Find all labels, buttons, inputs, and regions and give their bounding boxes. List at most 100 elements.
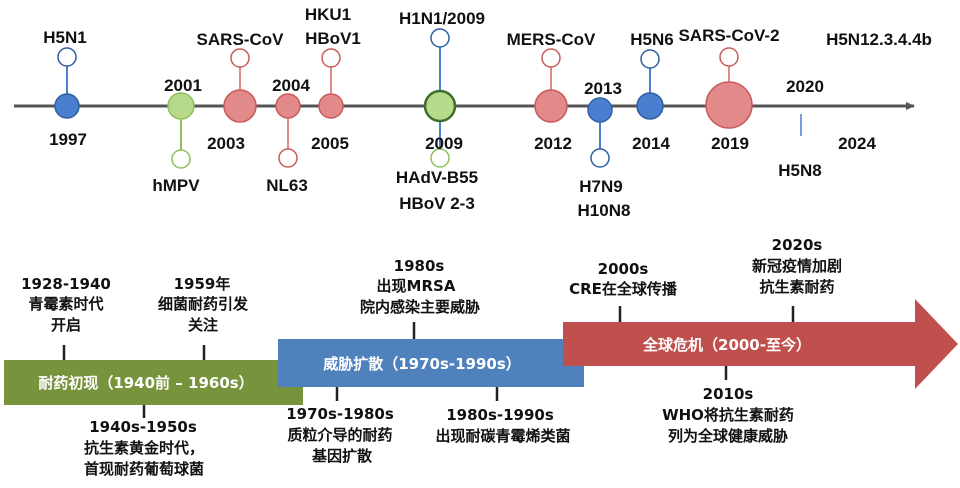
- event-2012: MERS-CoV 2012: [507, 30, 596, 153]
- marker-2001: [167, 92, 195, 120]
- note-1959-line1: 1959年: [174, 275, 231, 293]
- event-2009: H1N1/2009 2009 HAdV-B55 HBoV 2-3: [396, 9, 485, 213]
- note-1970-line1: 1970s-1980s: [286, 405, 394, 423]
- note-1980: 1980s 出现MRSA 院内感染主要威胁: [360, 257, 480, 316]
- note-2010: 2010s WHO将抗生素耐药 列为全球健康威胁: [662, 385, 794, 445]
- year-2019: 2019: [711, 134, 749, 153]
- marker-2014: [636, 92, 664, 120]
- label-hbov1: HBoV1: [305, 29, 361, 48]
- label-hmpv: hMPV: [152, 176, 200, 195]
- note-1990-line2: 出现耐碳青霉烯类菌: [435, 427, 570, 445]
- label-h7n9: H7N9: [579, 177, 622, 196]
- note-1940: 1940s-1950s 抗生素黄金时代， 首现耐药葡萄球菌: [84, 418, 204, 478]
- note-2010-line3: 列为全球健康威胁: [668, 427, 788, 445]
- note-1928-line1: 1928-1940: [21, 275, 111, 293]
- year-2020: 2020: [786, 77, 824, 96]
- note-1959-line2: 细菌耐药引发: [158, 295, 249, 313]
- label-mers: MERS-CoV: [507, 30, 596, 49]
- marker-2005: [318, 93, 344, 119]
- note-1980-line2: 出现MRSA: [377, 277, 456, 295]
- event-2024: H5N12.3.4.4b 2024: [826, 30, 932, 153]
- marker-2009: [423, 89, 457, 123]
- note-1990-line1: 1980s-1990s: [446, 406, 554, 424]
- event-1997: H5N1 1997: [43, 28, 87, 149]
- note-2020-line3: 抗生素耐药: [759, 278, 834, 296]
- year-2004: 2004: [272, 76, 310, 95]
- marker-hadv-b55: [430, 148, 450, 168]
- note-2020-line2: 新冠疫情加剧: [752, 257, 842, 275]
- event-2013: 2013 H7N9 H10N8: [578, 79, 631, 220]
- marker-mers: [541, 48, 561, 68]
- note-2010-line1: 2010s: [703, 385, 754, 403]
- event-2019: SARS-CoV-2 2019: [678, 26, 779, 153]
- marker-2013: [587, 97, 613, 123]
- label-h10n8: H10N8: [578, 201, 631, 220]
- marker-sars-cov: [230, 48, 250, 68]
- event-2003: SARS-CoV 2003: [197, 30, 285, 153]
- phase2-label: 威胁扩散（1970s-1990s）: [323, 355, 521, 373]
- note-2000-line2: CRE在全球传播: [569, 280, 678, 298]
- year-2009: 2009: [425, 134, 463, 153]
- phase1-band: [4, 360, 303, 405]
- label-hbov23: HBoV 2-3: [399, 194, 475, 213]
- note-1940-line2: 抗生素黄金时代，: [84, 439, 204, 457]
- year-2005: 2005: [311, 134, 349, 153]
- marker-h5n1: [57, 47, 77, 67]
- phase-bands: 耐药初现（1940前 – 1960s） 威胁扩散（1970s-1990s） 全球…: [4, 299, 958, 405]
- year-1997: 1997: [49, 130, 87, 149]
- note-1970-line3: 基因扩散: [311, 447, 373, 465]
- note-1980-line3: 院内感染主要威胁: [360, 298, 480, 316]
- phase3-arrow: [563, 299, 958, 389]
- label-sars-cov2: SARS-CoV-2: [678, 26, 779, 45]
- label-nl63: NL63: [266, 176, 308, 195]
- event-2005: HKU1 HBoV1 2005: [305, 5, 361, 153]
- note-1928-line3: 开启: [51, 316, 81, 334]
- note-2000-line1: 2000s: [598, 260, 649, 278]
- phase3-label: 全球危机（2000-至今）: [642, 336, 811, 354]
- marker-nl63: [278, 148, 298, 168]
- marker-2012: [534, 89, 568, 123]
- label-hadv-b55: HAdV-B55: [396, 168, 478, 187]
- note-2010-line2: WHO将抗生素耐药: [662, 406, 794, 424]
- note-1928-line2: 青霉素时代: [28, 295, 103, 313]
- marker-hmpv: [171, 149, 191, 169]
- marker-h7n9: [590, 148, 610, 168]
- year-2014: 2014: [632, 134, 670, 153]
- label-sars-cov: SARS-CoV: [197, 30, 285, 49]
- event-2014: H5N6 2014: [630, 30, 673, 153]
- marker-2003: [223, 89, 257, 123]
- event-2020: 2020 H5N8: [778, 77, 824, 180]
- label-h5n6: H5N6: [630, 30, 673, 49]
- note-1928: 1928-1940 青霉素时代 开启: [21, 275, 111, 334]
- resistance-ticks: [62, 306, 795, 418]
- marker-h5n6: [640, 49, 660, 69]
- note-1980-line1: 1980s: [394, 257, 445, 275]
- note-1959-line3: 关注: [188, 316, 218, 334]
- note-1959: 1959年 细菌耐药引发 关注: [158, 275, 249, 334]
- label-hku1: HKU1: [305, 5, 351, 24]
- label-h5n1-2344b: H5N12.3.4.4b: [826, 30, 932, 49]
- marker-h1n1: [430, 28, 450, 48]
- label-h5n1: H5N1: [43, 28, 86, 47]
- label-h5n8: H5N8: [778, 161, 821, 180]
- phase2-band: [278, 339, 584, 387]
- note-2020: 2020s 新冠疫情加剧 抗生素耐药: [752, 236, 842, 296]
- label-h1n1: H1N1/2009: [399, 9, 485, 28]
- marker-2019: [705, 81, 753, 129]
- marker-hku1: [321, 48, 341, 68]
- year-2003: 2003: [207, 134, 245, 153]
- marker-sars-cov2: [719, 47, 739, 67]
- year-2024: 2024: [838, 134, 876, 153]
- note-1940-line1: 1940s-1950s: [89, 418, 197, 436]
- event-2004: 2004 NL63: [266, 76, 310, 195]
- note-1940-line3: 首现耐药葡萄球菌: [84, 460, 204, 478]
- note-1990: 1980s-1990s 出现耐碳青霉烯类菌: [435, 406, 570, 445]
- phase1-label: 耐药初现（1940前 – 1960s）: [38, 374, 253, 392]
- year-2013: 2013: [584, 79, 622, 98]
- note-1970: 1970s-1980s 质粒介导的耐药 基因扩散: [286, 405, 394, 465]
- marker-2004: [275, 93, 301, 119]
- year-2012: 2012: [534, 134, 572, 153]
- year-2001: 2001: [164, 76, 202, 95]
- note-2020-line1: 2020s: [772, 236, 823, 254]
